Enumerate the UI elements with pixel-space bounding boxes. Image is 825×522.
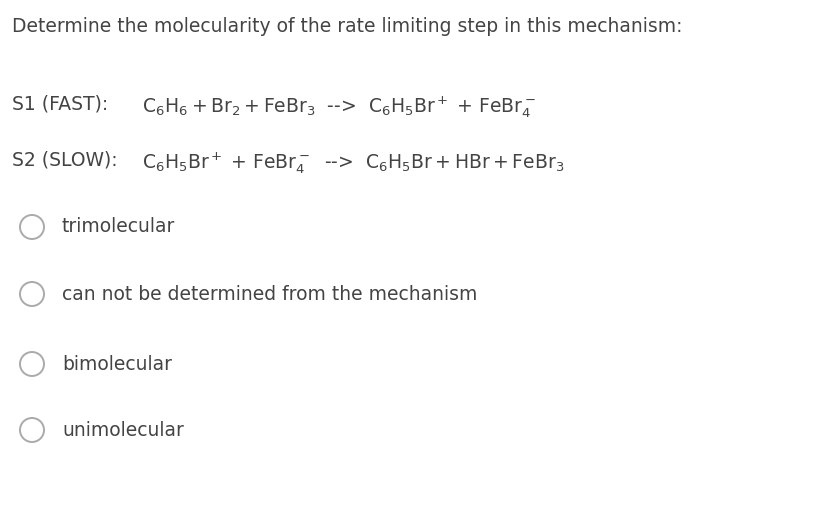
Text: trimolecular: trimolecular (62, 218, 176, 236)
Text: unimolecular: unimolecular (62, 421, 184, 440)
Text: S1 (FAST):: S1 (FAST): (12, 94, 108, 113)
Text: $\mathregular{C_6H_6 + Br_2 + FeBr_3}$  -->  $\mathregular{C_6H_5Br^+}$ + $\math: $\mathregular{C_6H_6 + Br_2 + FeBr_3}$ -… (142, 94, 535, 120)
Text: Determine the molecularity of the rate limiting step in this mechanism:: Determine the molecularity of the rate l… (12, 17, 682, 36)
Text: can not be determined from the mechanism: can not be determined from the mechanism (62, 284, 478, 303)
Text: bimolecular: bimolecular (62, 354, 172, 374)
Text: $\mathregular{C_6H_5Br^+}$ + $\mathregular{FeBr_4^-}$  -->  $\mathregular{C_6H_5: $\mathregular{C_6H_5Br^+}$ + $\mathregul… (142, 150, 564, 175)
Text: S2 (SLOW):: S2 (SLOW): (12, 150, 118, 169)
